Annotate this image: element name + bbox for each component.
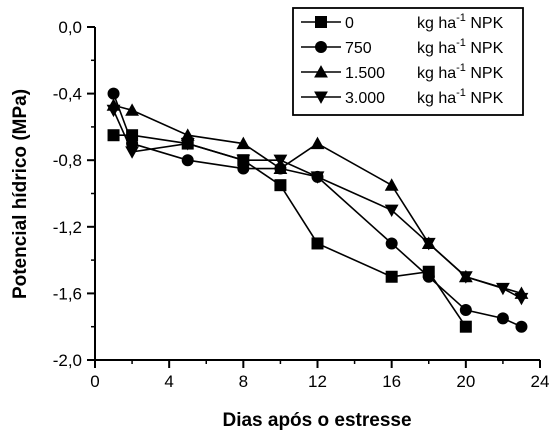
legend-item: 750 kg ha-1 NPK (301, 37, 504, 57)
legend-unit: kg ha-1 NPK (417, 87, 504, 107)
marker-triangle-down (310, 171, 325, 184)
marker-square (126, 129, 139, 142)
legend-item: 0 kg ha-1 NPK (301, 12, 504, 32)
series-layer (106, 87, 529, 333)
series-triangle-down (106, 104, 529, 306)
marker-triangle-down (314, 91, 328, 104)
marker-circle (422, 270, 435, 283)
marker-triangle-down (106, 104, 121, 118)
x-tick-label: 24 (531, 372, 550, 391)
x-tick-label: 12 (308, 372, 327, 391)
marker-square (459, 320, 472, 333)
marker-triangle-down (125, 146, 139, 159)
series-triangle-up (106, 98, 529, 299)
y-axis-title: Potencial hídrico (MPa) (10, 89, 31, 299)
legend-series-name: 3.000 (345, 90, 385, 107)
marker-triangle-down (496, 282, 510, 296)
marker-triangle-up (384, 178, 399, 191)
legend-series-name: 0 (345, 15, 354, 32)
y-tick-label: -0,4 (53, 85, 82, 104)
y-tick-label: -2,0 (53, 351, 82, 370)
marker-square (107, 129, 120, 142)
series-square (107, 129, 472, 333)
x-tick-label: 8 (239, 372, 248, 391)
marker-circle (107, 87, 120, 100)
marker-triangle-down (384, 204, 399, 218)
marker-triangle-up (236, 136, 251, 150)
marker-square (385, 270, 398, 283)
series-circle (107, 87, 528, 333)
marker-circle (515, 320, 528, 333)
marker-circle (385, 237, 398, 250)
legend-unit: kg ha-1 NPK (417, 37, 504, 57)
x-tick-label: 16 (382, 372, 401, 391)
x-axis-title: Dias após o estresse (222, 410, 411, 431)
legend-series-name: 750 (345, 40, 372, 57)
marker-triangle-down (421, 237, 436, 251)
x-tick-label: 0 (90, 372, 99, 391)
marker-triangle-down (458, 271, 473, 284)
legend-series-name: 1.500 (345, 65, 385, 82)
y-tick-label: -0,8 (53, 151, 82, 170)
marker-triangle-up (314, 65, 328, 78)
legend-item: 3.000 kg ha-1 NPK (301, 87, 504, 107)
marker-triangle-down (514, 292, 529, 306)
marker-square (311, 237, 324, 250)
marker-triangle-up (180, 128, 195, 141)
x-tick-label: 4 (164, 372, 173, 391)
y-tick-label: -1,6 (53, 284, 82, 303)
marker-circle (315, 41, 327, 53)
marker-triangle-up (310, 136, 325, 150)
series-line (113, 104, 522, 295)
legend-item: 1.500 kg ha-1 NPK (301, 62, 504, 82)
y-tick-label: -1,2 (53, 218, 82, 237)
marker-square (274, 179, 287, 192)
marker-triangle-up (273, 161, 288, 175)
legend-unit: kg ha-1 NPK (417, 62, 504, 82)
x-tick-label: 20 (456, 372, 475, 391)
marker-square (315, 16, 327, 28)
marker-circle (181, 154, 194, 167)
legend-unit: kg ha-1 NPK (417, 12, 504, 32)
axes: 0 4 8 12 16 20 24 0,0 -0,4 -0,8 -1,2 -1,6 -2,0 (53, 18, 550, 391)
marker-triangle-down (180, 138, 195, 151)
marker-triangle-down (273, 154, 288, 168)
y-tick-label: 0,0 (58, 18, 82, 37)
marker-circle (459, 304, 472, 317)
legend: 0 kg ha-1 NPK 750 kg ha-1 NPK 1.500 kg ha-1 N… (292, 7, 524, 116)
marker-triangle-up (125, 103, 139, 116)
marker-circle (496, 312, 509, 325)
marker-triangle-down (236, 154, 251, 168)
marker-circle (237, 162, 250, 175)
